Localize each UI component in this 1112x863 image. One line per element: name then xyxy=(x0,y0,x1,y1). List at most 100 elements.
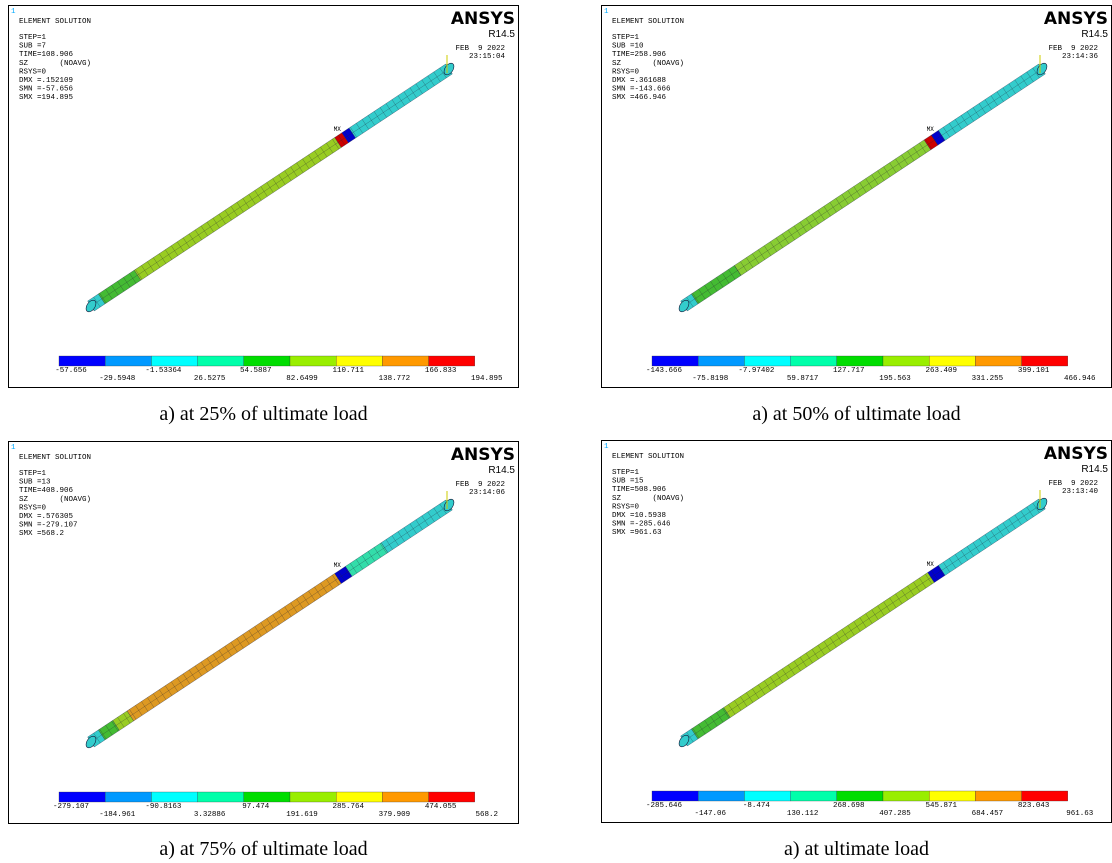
result-info: DMX =.576305 xyxy=(19,513,74,521)
legend-value: 195.563 xyxy=(879,375,911,383)
result-info: SZ (NOAVG) xyxy=(19,496,91,504)
brand-logo: ANSYS xyxy=(1044,444,1108,464)
legend-swatch xyxy=(791,356,837,366)
legend-swatch xyxy=(198,356,244,366)
legend-value: -29.5948 xyxy=(99,375,135,383)
legend-value: 59.8717 xyxy=(787,375,819,383)
result-info: DMX =.361688 xyxy=(612,77,666,85)
legend-value: 110.711 xyxy=(332,367,364,375)
time: 23:13:40 xyxy=(1062,488,1099,496)
caption: a) at 50% of ultimate load xyxy=(601,403,1112,426)
result-info: STEP=1 xyxy=(612,469,640,477)
legend-swatch xyxy=(244,356,290,366)
legend-swatch xyxy=(336,792,382,802)
window-number: 1 xyxy=(11,444,16,452)
version: R14.5 xyxy=(1081,464,1108,475)
window-number: 1 xyxy=(11,8,16,16)
legend-swatch xyxy=(791,791,837,801)
legend-value: 130.112 xyxy=(787,810,819,818)
mesh-line xyxy=(684,69,1042,306)
result-info: TIME=258.906 xyxy=(612,51,667,59)
legend-value: 194.895 xyxy=(471,375,503,383)
result-info: STEP=1 xyxy=(19,34,47,42)
legend-value: 684.457 xyxy=(972,810,1004,818)
result-info: SZ (NOAVG) xyxy=(19,60,91,68)
legend-value: 961.63 xyxy=(1066,810,1094,818)
result-info: DMX =10.5938 xyxy=(612,512,666,520)
legend-value: 474.055 xyxy=(425,803,457,811)
legend-value: -1.53364 xyxy=(145,367,182,375)
legend-value: 166.833 xyxy=(425,367,457,375)
legend-value: -7.97402 xyxy=(738,367,774,375)
version: R14.5 xyxy=(488,29,515,40)
result-info: RSYS=0 xyxy=(19,504,47,512)
legend-value: -8.474 xyxy=(743,802,771,810)
legend-swatch xyxy=(59,356,105,366)
legend-value: 545.871 xyxy=(925,802,957,810)
legend-value: 3.32886 xyxy=(194,811,226,819)
result-info: RSYS=0 xyxy=(19,68,47,76)
brand-logo: ANSYS xyxy=(1044,9,1108,29)
legend-value: 568.2 xyxy=(476,811,499,819)
legend-swatch xyxy=(837,356,883,366)
result-info: SMX =568.2 xyxy=(19,530,64,538)
result-info: SZ (NOAVG) xyxy=(612,495,684,503)
date: FEB 9 2022 xyxy=(455,481,505,489)
legend-value: 379.909 xyxy=(379,811,411,819)
result-info: SMN =-279.107 xyxy=(19,522,78,530)
date: FEB 9 2022 xyxy=(1048,480,1098,488)
legend-swatch xyxy=(336,356,382,366)
max-marker: MX xyxy=(927,561,935,568)
legend-swatch xyxy=(198,792,244,802)
legend-swatch xyxy=(244,792,290,802)
legend-value: 127.717 xyxy=(833,367,865,375)
brand-logo: ANSYS xyxy=(451,9,515,29)
max-marker: MX xyxy=(927,126,935,133)
legend-swatch xyxy=(698,356,744,366)
legend-swatch xyxy=(1022,791,1068,801)
result-info: SUB =10 xyxy=(612,43,644,51)
time: 23:15:04 xyxy=(469,53,506,61)
page: 1ELEMENT SOLUTIONSTEP=1SUB =7TIME=108.90… xyxy=(0,0,1112,863)
legend-swatch xyxy=(105,356,151,366)
caption: a) at ultimate load xyxy=(601,838,1112,861)
legend-value: 399.101 xyxy=(1018,367,1050,375)
result-title: ELEMENT SOLUTION xyxy=(612,453,684,461)
result-info: STEP=1 xyxy=(19,470,47,478)
mesh-line xyxy=(91,505,449,742)
result-info: SMX =194.895 xyxy=(19,94,74,102)
legend-value: -57.656 xyxy=(55,367,87,375)
legend-swatch xyxy=(151,356,197,366)
result-info: SZ (NOAVG) xyxy=(612,60,684,68)
legend-swatch xyxy=(151,792,197,802)
legend-swatch xyxy=(429,792,475,802)
result-info: TIME=408.906 xyxy=(19,487,74,495)
result-info: SMN =-285.646 xyxy=(612,521,671,529)
legend-value: -75.8198 xyxy=(692,375,728,383)
legend-swatch xyxy=(883,791,929,801)
date: FEB 9 2022 xyxy=(1048,45,1098,53)
legend-swatch xyxy=(59,792,105,802)
legend-value: 268.698 xyxy=(833,802,865,810)
result-info: SUB =13 xyxy=(19,479,51,487)
result-info: SMX =961.63 xyxy=(612,529,662,537)
legend-swatch xyxy=(652,791,698,801)
date: FEB 9 2022 xyxy=(455,45,505,53)
result-info: STEP=1 xyxy=(612,34,640,42)
result-title: ELEMENT SOLUTION xyxy=(19,454,91,462)
legend-swatch xyxy=(837,791,883,801)
legend-swatch xyxy=(652,356,698,366)
legend-value: 138.772 xyxy=(379,375,411,383)
legend-value: -285.646 xyxy=(646,802,683,810)
legend-value: 823.043 xyxy=(1018,802,1050,810)
caption: a) at 75% of ultimate load xyxy=(8,838,519,861)
legend-swatch xyxy=(290,792,336,802)
max-marker: MX xyxy=(334,562,342,569)
legend-value: -143.666 xyxy=(646,367,683,375)
legend-swatch xyxy=(105,792,151,802)
